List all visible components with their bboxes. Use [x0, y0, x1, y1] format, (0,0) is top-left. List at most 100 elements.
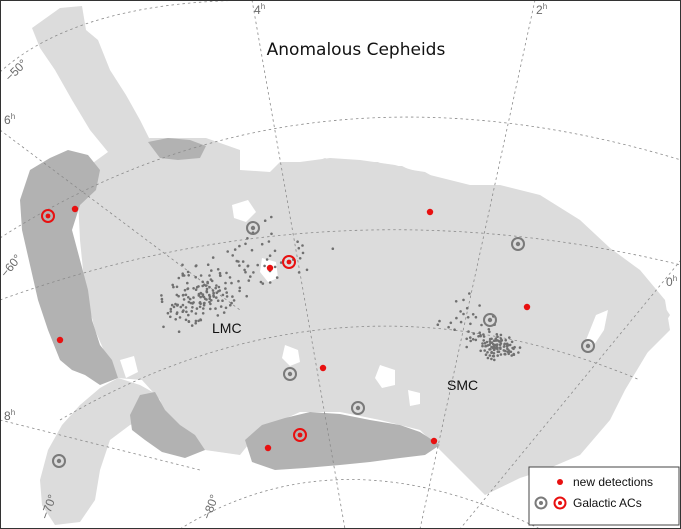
known-ac-dot [221, 299, 224, 303]
map-title: Anomalous Cepheids [267, 40, 446, 60]
survey-gaps [120, 200, 608, 406]
known-ac-dot [249, 275, 252, 278]
known-ac-dot [488, 330, 491, 334]
known-ac-dot [209, 302, 212, 306]
known-ac-dot [182, 298, 186, 301]
known-ac-dot [181, 274, 185, 277]
known-ac-dot [215, 291, 219, 295]
known-ac-dot [480, 323, 483, 327]
known-ac-dot [244, 242, 247, 246]
known-ac-dot [275, 276, 279, 279]
known-ac-dot [268, 254, 272, 257]
ra-label-6h: 6h [4, 112, 15, 127]
known-ac-dot [471, 313, 475, 316]
known-ac-dot [201, 280, 204, 284]
legend-galactic-gray-marker [534, 496, 548, 510]
known-ac-dot [201, 312, 205, 315]
known-ac-dot [485, 340, 489, 344]
known-ac-dot [194, 321, 197, 325]
known-ac-dot [185, 310, 188, 314]
known-ac-dot [169, 310, 173, 313]
known-ac-dot [488, 354, 492, 357]
known-ac-dot [194, 264, 198, 268]
known-ac-dot [222, 311, 226, 314]
known-ac-dot [230, 281, 233, 285]
known-ac-dot [175, 285, 179, 289]
known-ac-dot [224, 281, 227, 285]
known-ac-dot [179, 305, 183, 309]
known-ac-dot [459, 320, 463, 324]
known-ac-dot [479, 349, 483, 353]
known-ac-dot [160, 300, 164, 304]
known-ac-dot [175, 311, 179, 314]
known-ac-dot [194, 275, 197, 279]
known-ac-dot [490, 341, 494, 344]
galactic-ac-gray-marker [351, 401, 365, 415]
known-ac-dot [216, 299, 220, 303]
galactic-ac-gray-marker [483, 313, 497, 327]
known-ac-dot [467, 330, 470, 333]
known-ac-dot [479, 333, 482, 337]
ra-label-2h: 2h [536, 2, 547, 17]
known-ac-dot [273, 265, 277, 269]
known-ac-dot [187, 274, 190, 277]
known-ac-dot [499, 333, 503, 337]
known-ac-dot [183, 288, 187, 292]
known-ac-dot [490, 350, 494, 354]
known-ac-dot [474, 338, 478, 342]
known-ac-dot [436, 323, 440, 327]
known-ac-dot [500, 339, 503, 342]
known-ac-dot [481, 342, 484, 345]
known-ac-dot [496, 350, 500, 354]
known-ac-dot [486, 351, 489, 354]
known-ac-dot [298, 257, 302, 260]
known-ac-dot [265, 258, 269, 261]
ra-label-0h: 0h [666, 274, 677, 289]
known-ac-dot [490, 357, 493, 361]
known-ac-dot [465, 337, 469, 341]
known-ac-dot [238, 286, 242, 290]
known-ac-dot [205, 298, 208, 301]
known-ac-dot [510, 354, 513, 357]
known-ac-dot [263, 264, 266, 268]
known-ac-dot [488, 337, 492, 341]
known-ac-dot [190, 309, 193, 313]
known-ac-dot [252, 271, 255, 274]
known-ac-dot [459, 310, 462, 313]
known-ac-dot [474, 315, 478, 319]
known-ac-dot [246, 237, 249, 240]
known-ac-dot [199, 274, 203, 277]
known-ac-dot [477, 335, 480, 338]
known-ac-dot [484, 344, 488, 348]
known-ac-dot [482, 333, 485, 336]
known-ac-dot [208, 285, 211, 289]
known-ac-dot [245, 294, 248, 298]
known-ac-dot [186, 270, 190, 274]
known-ac-dot [177, 276, 181, 280]
known-ac-dot [178, 316, 182, 319]
known-ac-dot [495, 343, 499, 347]
known-ac-dot [496, 354, 500, 357]
known-ac-dot [215, 284, 218, 287]
known-ac-dot [172, 285, 175, 289]
known-ac-dot [208, 295, 212, 299]
new-detection-dot [264, 444, 272, 452]
known-ac-dot [268, 281, 272, 284]
legend-new-detection-dot [557, 479, 563, 485]
galactic-ac-red-marker [293, 428, 307, 442]
known-ac-dot [499, 346, 502, 349]
known-ac-dot [175, 293, 179, 297]
known-ac-dot [186, 281, 189, 285]
known-ac-dot [209, 307, 212, 311]
galactic-ac-gray-marker [283, 367, 297, 381]
smc-label: SMC [447, 377, 478, 393]
new-detection-dot [430, 437, 438, 445]
known-ac-dot [218, 271, 222, 275]
galactic-ac-gray-marker [52, 454, 66, 468]
survey-footprint-dark [20, 138, 440, 470]
galactic-ac-gray-marker [246, 221, 260, 235]
known-ac-dot [305, 268, 309, 272]
known-ac-dot [238, 264, 241, 267]
known-ac-dot [492, 352, 496, 355]
